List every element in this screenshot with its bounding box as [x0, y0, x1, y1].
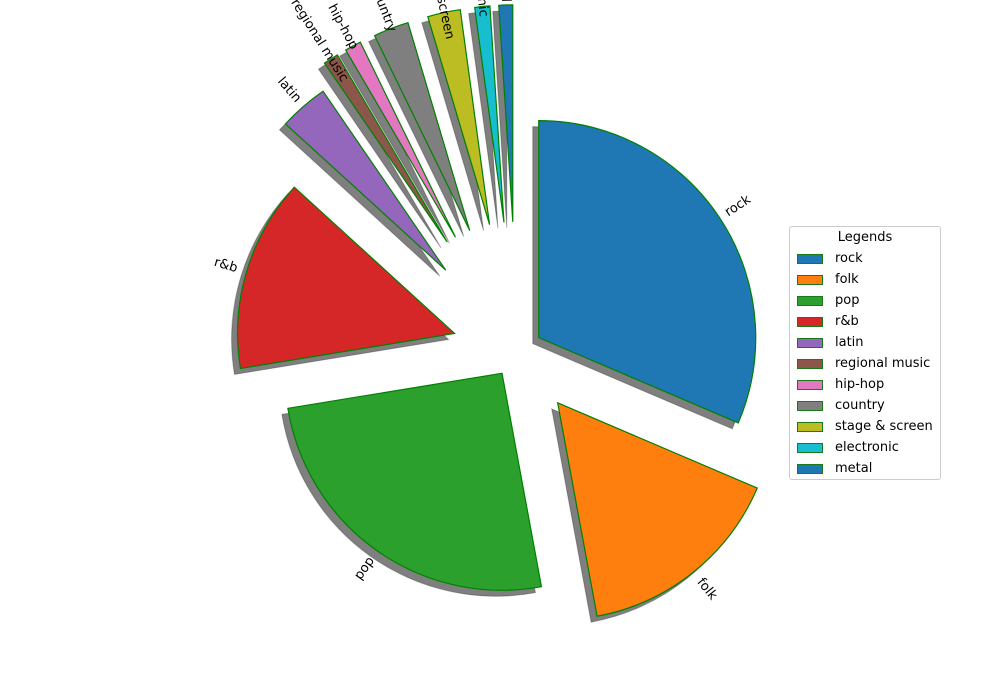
legend-item-latin: latin	[797, 332, 864, 353]
legend-swatch	[797, 379, 823, 390]
legend-item-r-b: r&b	[797, 311, 859, 332]
slice-label-country: country	[367, 0, 399, 34]
legend-swatch	[797, 358, 823, 369]
legend-label: country	[835, 398, 885, 413]
slice-label-latin: latin	[274, 74, 304, 105]
slice-label-metal: metal	[497, 0, 513, 2]
legend-label: electronic	[835, 440, 899, 455]
slice-folk	[556, 401, 759, 617]
slice-pop	[287, 372, 543, 591]
legend-label: regional music	[835, 356, 931, 371]
slice-label-folk: folk	[694, 575, 721, 603]
legend-label: latin	[835, 335, 864, 350]
legend-swatch	[797, 400, 823, 411]
legend-label: stage & screen	[835, 419, 933, 434]
slice-electronic	[473, 5, 505, 223]
legend-item-country: country	[797, 395, 885, 416]
legend-swatch	[797, 274, 823, 285]
legend-label: folk	[835, 272, 859, 287]
legend-label: rock	[835, 251, 863, 266]
pie-slices	[237, 4, 759, 617]
slice-r-b	[237, 186, 456, 370]
legend-swatch	[797, 463, 823, 474]
legend-label: r&b	[835, 314, 859, 329]
legend-item-folk: folk	[797, 269, 859, 290]
slice-latin	[284, 90, 447, 271]
slice-label-r-b: r&b	[212, 255, 239, 276]
legend-label: hip-hop	[835, 377, 885, 392]
legend-title: Legends	[837, 230, 893, 245]
legend-swatch	[797, 442, 823, 453]
slice-metal	[498, 4, 514, 222]
slice-rock	[538, 120, 757, 424]
legend-swatch	[797, 295, 823, 306]
legend-item-stage-screen: stage & screen	[797, 416, 933, 437]
legend-label: metal	[835, 461, 873, 476]
slice-stage-screen	[427, 9, 491, 225]
legend-item-rock: rock	[797, 248, 863, 269]
legend-swatch	[797, 316, 823, 327]
legend-swatch	[797, 421, 823, 432]
slice-hip-hop	[344, 41, 457, 238]
legend-label: pop	[835, 293, 860, 308]
legend: Legends rock folk pop r&b latin regional musi…	[789, 226, 941, 480]
legend-item-electronic: electronic	[797, 437, 899, 458]
legend-item-regional-music: regional music	[797, 353, 930, 374]
legend-swatch	[797, 253, 823, 264]
slice-country	[373, 21, 471, 231]
slice-label-rock: rock	[722, 192, 754, 220]
legend-item-metal: metal	[797, 458, 872, 479]
legend-swatch	[797, 337, 823, 348]
legend-item-hip-hop: hip-hop	[797, 374, 884, 395]
legend-item-pop: pop	[797, 290, 859, 311]
slice-regional-music	[323, 54, 448, 243]
